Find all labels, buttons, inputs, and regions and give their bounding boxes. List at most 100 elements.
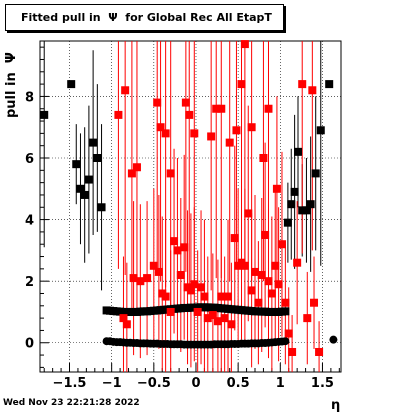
data-point [166, 169, 175, 178]
data-point [277, 240, 286, 249]
y-tick-label: 6 [25, 152, 34, 167]
data-point [272, 184, 281, 193]
data-point [298, 206, 307, 215]
data-point [224, 292, 233, 301]
data-point [67, 80, 76, 89]
data-point [281, 307, 290, 316]
y-tick-label: 2 [25, 275, 34, 290]
data-point [119, 314, 128, 323]
data-point [232, 126, 241, 135]
data-point [325, 80, 334, 89]
data-point [281, 337, 290, 346]
data-point [274, 280, 283, 289]
x-tick-label: −1 [102, 376, 122, 391]
data-point [329, 335, 338, 344]
data-point [311, 169, 320, 178]
data-point [240, 261, 249, 270]
data-point [80, 190, 89, 199]
data-point [257, 271, 266, 280]
data-point [114, 110, 123, 119]
y-axis-label: pull in Ψ [4, 52, 19, 118]
data-point [200, 292, 209, 301]
y-tick-label: 8 [25, 90, 34, 105]
data-point [294, 147, 302, 156]
data-point [254, 298, 263, 307]
data-point [315, 347, 324, 356]
data-point [72, 160, 81, 169]
y-tick-label: 4 [25, 214, 34, 229]
data-point [288, 347, 297, 356]
data-point [247, 286, 256, 295]
data-point [190, 280, 199, 289]
data-point [161, 292, 170, 301]
data-point [227, 320, 236, 329]
x-tick-label: −0.5 [137, 376, 171, 391]
x-tick-label: 0 [191, 376, 200, 391]
data-point [316, 126, 325, 135]
chart-title-box: Fitted pull in Ψ for Global Rec All Etap… [5, 4, 284, 31]
data-point [121, 86, 130, 95]
data-point [261, 230, 270, 239]
data-point [264, 104, 273, 113]
data-point [308, 86, 317, 95]
data-point [264, 277, 273, 286]
data-point [213, 317, 222, 326]
data-point [161, 129, 170, 138]
y-tick-label: 0 [25, 337, 34, 352]
data-point [153, 98, 162, 107]
data-point [193, 307, 202, 316]
data-point [40, 110, 49, 119]
data-point [217, 292, 226, 301]
data-point [284, 329, 293, 338]
x-axis-label: η [331, 398, 341, 413]
data-point [225, 138, 234, 147]
data-point [176, 271, 185, 280]
data-point [244, 209, 253, 218]
data-point [186, 286, 195, 295]
data-point [293, 258, 302, 267]
data-point [271, 261, 280, 270]
data-point [237, 80, 246, 89]
x-tick-label: −1.5 [53, 376, 87, 391]
chart-title: Fitted pull in Ψ for Global Rec All Etap… [21, 11, 272, 24]
data-point [310, 298, 319, 307]
data-point [156, 123, 165, 132]
data-point [197, 283, 206, 292]
data-point [154, 267, 163, 276]
data-point [251, 267, 259, 276]
data-point [170, 237, 179, 246]
data-point [89, 138, 98, 147]
data-point [230, 234, 239, 243]
data-point [217, 104, 226, 113]
x-tick-label: 0.5 [227, 376, 250, 391]
plot-frame [39, 40, 342, 373]
data-point [240, 40, 249, 49]
data-point [129, 274, 138, 283]
data-point [220, 314, 229, 323]
data-point [132, 163, 141, 172]
data-point [212, 104, 221, 113]
data-point [190, 129, 199, 138]
data-point [127, 169, 136, 178]
data-point [290, 187, 299, 196]
data-point [207, 132, 216, 141]
x-tick-label: 1.5 [311, 376, 334, 391]
data-point [143, 274, 152, 283]
data-point [185, 110, 194, 119]
data-point [298, 80, 307, 89]
data-point [306, 200, 315, 209]
data-point [93, 154, 102, 163]
data-point [303, 314, 312, 323]
data-point [76, 184, 85, 193]
data-point [180, 243, 189, 252]
data-point [259, 154, 268, 163]
data-point [97, 203, 106, 212]
data-point [149, 261, 158, 270]
data-point [136, 277, 145, 286]
data-point [267, 289, 276, 298]
data-point [181, 98, 190, 107]
x-tick-label: 1 [276, 376, 285, 391]
timestamp: Wed Nov 23 22:21:28 2022 [3, 398, 140, 408]
data-point [84, 175, 93, 184]
